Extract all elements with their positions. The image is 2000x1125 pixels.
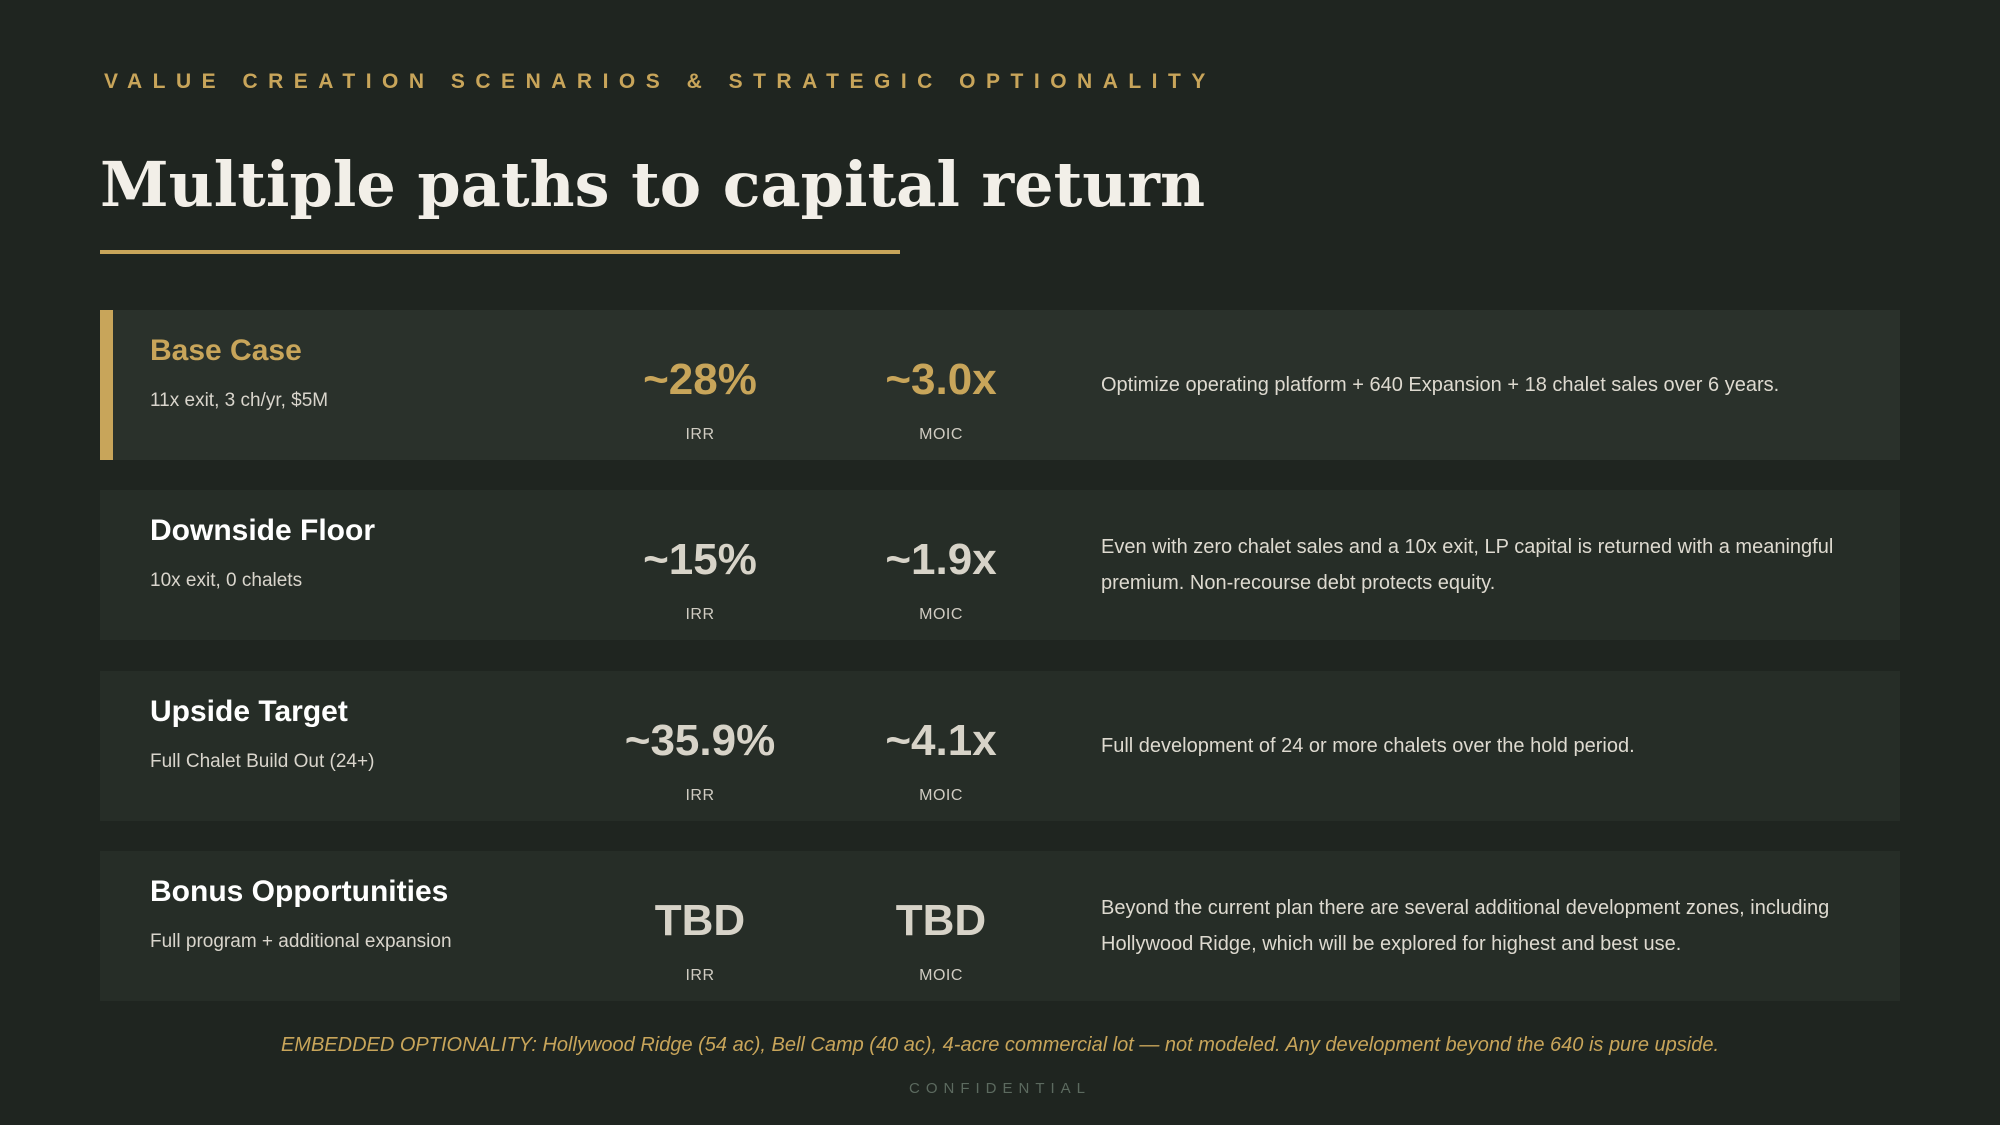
page-title: Multiple paths to capital return: [100, 148, 1206, 221]
irr-value: TBD: [654, 896, 746, 945]
irr-value: ~28%: [643, 355, 757, 404]
moic-value: TBD: [895, 896, 987, 945]
scenario-card-bonus-opportunities: Bonus Opportunities Full program + addit…: [100, 851, 1900, 1001]
scenario-subtitle: 10x exit, 0 chalets: [150, 570, 303, 591]
scenario-subtitle: 11x exit, 3 ch/yr, $5M: [150, 390, 329, 411]
irr-metric: TBD IRR: [580, 899, 820, 985]
moic-label: MOIC: [919, 787, 963, 804]
irr-label: IRR: [685, 606, 715, 623]
irr-label: IRR: [685, 787, 715, 804]
scenario-card-upside-target: Upside Target Full Chalet Build Out (24+…: [100, 671, 1900, 821]
scenario-name: Bonus Opportunities: [150, 875, 449, 908]
highlight-accent-bar: [100, 310, 113, 460]
irr-metric: ~15% IRR: [580, 538, 820, 624]
moic-value: ~4.1x: [885, 716, 997, 765]
moic-value: ~3.0x: [885, 355, 997, 404]
irr-value: ~35.9%: [624, 716, 776, 765]
moic-metric: ~4.1x MOIC: [821, 719, 1061, 805]
scenario-subtitle: Full Chalet Build Out (24+): [150, 751, 375, 772]
irr-label: IRR: [685, 426, 715, 443]
irr-value: ~15%: [643, 535, 757, 584]
moic-label: MOIC: [919, 967, 963, 984]
irr-label: IRR: [685, 967, 715, 984]
scenario-name: Downside Floor: [150, 514, 375, 547]
moic-metric: TBD MOIC: [821, 899, 1061, 985]
title-underline: [100, 250, 900, 254]
moic-label: MOIC: [919, 606, 963, 623]
scenario-description: Even with zero chalet sales and a 10x ex…: [1101, 536, 1834, 594]
scenario-subtitle: Full program + additional expansion: [150, 931, 452, 952]
moic-value: ~1.9x: [885, 535, 997, 584]
scenario-card-base-case: Base Case 11x exit, 3 ch/yr, $5M ~28% IR…: [100, 310, 1900, 460]
scenario-description: Full development of 24 or more chalets o…: [1101, 735, 1635, 757]
scenario-description: Beyond the current plan there are severa…: [1101, 897, 1830, 955]
eyebrow-heading: VALUE CREATION SCENARIOS & STRATEGIC OPT…: [104, 70, 1216, 93]
scenario-name: Upside Target: [150, 695, 348, 728]
scenario-card-downside-floor: Downside Floor 10x exit, 0 chalets ~15% …: [100, 490, 1900, 640]
moic-label: MOIC: [919, 426, 963, 443]
moic-metric: ~1.9x MOIC: [821, 538, 1061, 624]
moic-metric: ~3.0x MOIC: [821, 358, 1061, 444]
confidential-label: CONFIDENTIAL: [908, 1080, 1091, 1097]
scenario-name: Base Case: [150, 334, 302, 367]
irr-metric: ~28% IRR: [580, 358, 820, 444]
irr-metric: ~35.9% IRR: [580, 719, 820, 805]
scenario-description: Optimize operating platform + 640 Expans…: [1101, 374, 1780, 396]
optionality-footnote: EMBEDDED OPTIONALITY: Hollywood Ridge (5…: [280, 1034, 1720, 1056]
